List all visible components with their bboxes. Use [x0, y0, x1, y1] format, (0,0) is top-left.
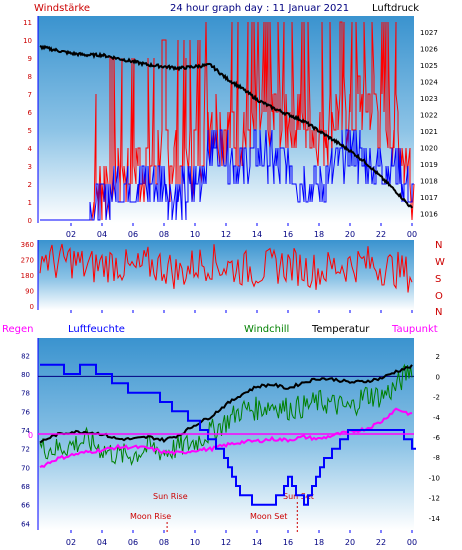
direction-axis-tick: 90	[25, 288, 34, 296]
header-pressure-label: Luftdruck	[372, 3, 419, 14]
x-axis-tick: 16	[283, 230, 293, 239]
x-axis-tick: 02	[66, 538, 76, 547]
x-axis-tick: 08	[159, 538, 169, 547]
temperature-axis-tick: -14	[429, 515, 441, 523]
x-axis-tick: 02	[66, 230, 76, 239]
legend-luftfeuchte: Luftfeuchte	[68, 324, 125, 335]
pressure-axis-tick: 1023	[420, 95, 438, 103]
humidity-axis-tick: 66	[21, 502, 30, 510]
temperature-axis-tick: -6	[433, 434, 441, 442]
pressure-axis-tick: 1021	[420, 128, 438, 136]
moon-set-label: Moon Set	[250, 512, 287, 521]
temperature-series	[39, 364, 413, 444]
pressure-axis-tick: 1025	[420, 62, 438, 70]
header-graph-title: 24 hour graph day : 11 Januar 2021	[170, 3, 349, 14]
header-wind-speed-label: Windstärke	[34, 3, 90, 14]
temperature-axis-tick: -2	[433, 394, 440, 402]
direction-axis-tick: 270	[21, 257, 34, 265]
temperature-axis-tick: -12	[429, 495, 440, 503]
compass-west: W	[435, 257, 445, 268]
humidity-axis-tick: 64	[21, 520, 30, 528]
humidity-axis-tick: 68	[21, 483, 30, 491]
x-axis-tick: 20	[345, 538, 355, 547]
wind-axis-tick: 1	[28, 199, 32, 207]
pressure-axis-tick: 1022	[420, 111, 438, 119]
wind-axis-tick: 9	[28, 55, 32, 63]
wind-axis-tick: 3	[28, 163, 32, 171]
legend-temperatur: Temperatur	[311, 324, 370, 335]
x-axis-tick: 06	[128, 538, 138, 547]
direction-axis-tick: 0	[30, 303, 34, 311]
pressure-series	[39, 44, 413, 209]
temperature-axis-tick: 2	[436, 353, 440, 361]
moon-rise-label: Moon Rise	[130, 512, 171, 521]
x-axis-tick: 18	[314, 230, 324, 239]
temperature-axis-tick: -8	[433, 454, 440, 462]
wind-axis-tick: 6	[28, 109, 33, 117]
compass-south: S	[435, 274, 441, 285]
wind-axis-tick: 0	[28, 217, 32, 225]
x-axis-tick: 04	[97, 538, 107, 547]
x-axis-tick: 14	[252, 538, 262, 547]
wind-average-series	[40, 129, 414, 221]
compass-east: O	[435, 291, 443, 302]
sun-set-label: Sun Set	[283, 492, 314, 501]
humidity-axis-tick: 70	[21, 464, 30, 472]
legend-windchill: Windchill	[244, 324, 289, 335]
x-axis-tick: 00	[407, 538, 417, 547]
direction-axis-tick: 360	[21, 241, 34, 249]
x-axis-tick: 22	[376, 230, 386, 239]
humidity-axis-tick: 78	[21, 390, 30, 398]
x-axis-tick: 10	[190, 230, 200, 239]
wind-axis-tick: 4	[28, 145, 33, 153]
temperature-axis-tick: -10	[429, 474, 440, 482]
legend-regen: Regen	[2, 324, 34, 335]
wind-axis-tick: 10	[23, 37, 32, 45]
wind-direction-series	[39, 243, 413, 293]
temperature-axis-tick: 0	[436, 373, 440, 381]
sun-rise-label: Sun Rise	[153, 492, 188, 501]
pressure-axis-tick: 1017	[420, 194, 438, 202]
x-axis-tick: 12	[221, 230, 231, 239]
compass-north-bottom: N	[435, 307, 442, 318]
x-axis-tick: 08	[159, 230, 169, 239]
x-axis-tick: 06	[128, 230, 138, 239]
compass-north-top: N	[435, 240, 442, 251]
temperature-axis-tick: -4	[433, 414, 441, 422]
humidity-axis-tick: 74	[21, 427, 30, 435]
legend-taupunkt: Taupunkt	[391, 324, 438, 335]
pressure-axis-tick: 1027	[420, 29, 438, 37]
wind-axis-tick: 8	[28, 73, 32, 81]
x-axis-tick: 12	[221, 538, 231, 547]
x-axis-tick: 18	[314, 538, 324, 547]
wind-axis-tick: 7	[28, 91, 32, 99]
x-axis-tick: 22	[376, 538, 386, 547]
wind-axis-tick: 2	[28, 181, 32, 189]
pressure-axis-tick: 1018	[420, 177, 438, 185]
x-axis-tick: 14	[252, 230, 262, 239]
pressure-axis-tick: 1020	[420, 144, 438, 152]
x-axis-tick: 10	[190, 538, 200, 547]
pressure-axis-tick: 1016	[420, 210, 438, 218]
pressure-axis-tick: 1019	[420, 161, 438, 169]
wind-axis-tick: 11	[23, 19, 32, 27]
pressure-axis-tick: 1024	[420, 78, 438, 86]
humidity-axis-tick: 72	[21, 446, 30, 454]
wind-axis-tick: 5	[28, 127, 32, 135]
x-axis-tick: 20	[345, 230, 355, 239]
pressure-axis-tick: 1026	[420, 45, 438, 53]
humidity-axis-tick: 82	[21, 352, 30, 360]
x-axis-tick: 16	[283, 538, 293, 547]
humidity-axis-tick: 76	[21, 408, 30, 416]
direction-axis-tick: 180	[21, 272, 34, 280]
x-axis-tick: 04	[97, 230, 107, 239]
rain-zero-marker: 0	[28, 431, 33, 440]
windchill-series	[39, 363, 413, 467]
x-axis-tick: 00	[407, 230, 417, 239]
humidity-series	[40, 363, 416, 506]
humidity-axis-tick: 80	[21, 371, 30, 379]
